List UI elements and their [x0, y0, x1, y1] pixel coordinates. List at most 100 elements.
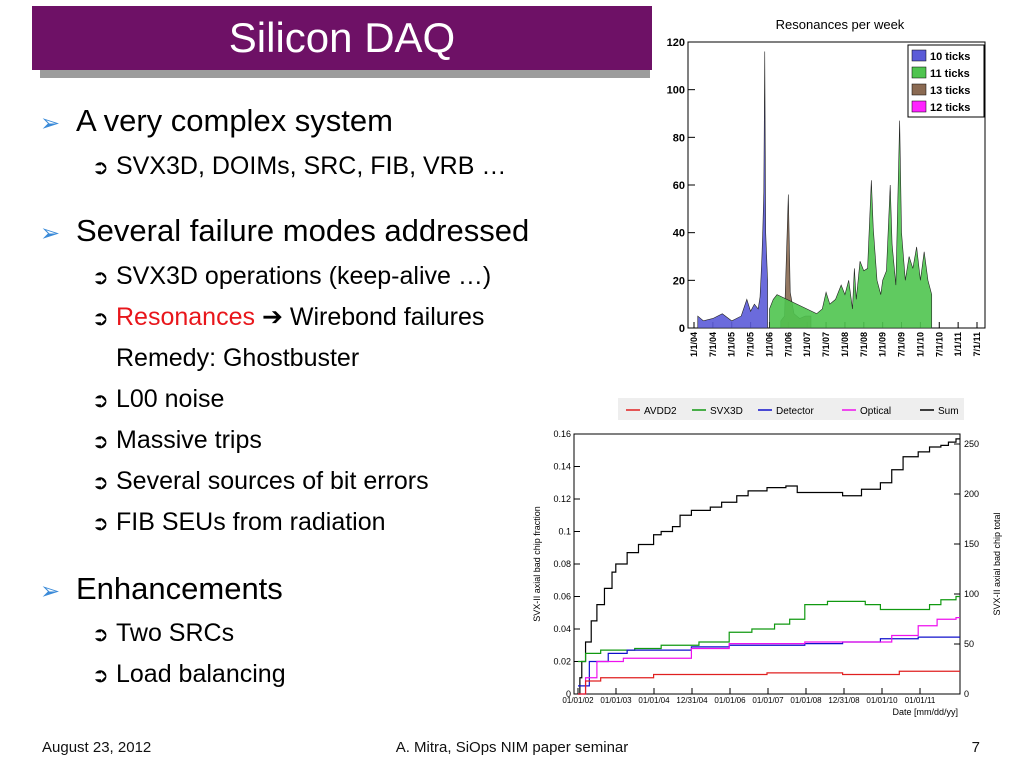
x-tick-label: 01/01/03 [600, 696, 632, 705]
y-tick-label: 0.1 [558, 527, 571, 537]
y-tick-label: 0 [566, 689, 571, 699]
legend-label: Optical [860, 406, 891, 417]
series-line-Sum [578, 438, 960, 695]
x-tick-label: 1/1/09 [878, 332, 888, 357]
y-right-tick-label: 100 [964, 589, 979, 599]
x-tick-label: 1/1/07 [802, 332, 812, 357]
x-axis-label: Date [mm/dd/yy] [892, 707, 958, 717]
y-tick-label: 0.16 [553, 429, 571, 439]
y-right-tick-label: 250 [964, 439, 979, 449]
legend-label: 11 ticks [930, 68, 970, 80]
x-tick-label: 7/1/09 [897, 332, 907, 357]
sub-bullet-arrow-icon: ➲ [92, 513, 109, 535]
legend-box [618, 398, 964, 420]
y-right-tick-label: 150 [964, 539, 979, 549]
y-right-axis-label: SVX-II axial bad chip total [992, 512, 1002, 615]
x-tick-label: 7/1/11 [972, 332, 982, 357]
sub-bullet-item: ➲ Load balancing [92, 660, 286, 688]
y-tick-label: 0.08 [553, 559, 571, 569]
footer-date: August 23, 2012 [42, 739, 152, 756]
x-tick-label: 01/01/02 [562, 696, 594, 705]
legend-swatch [911, 100, 927, 113]
bad-chip-chart: AVDD2 SVX3D Detector Optical Sum 0 0.02 0.04 0.0… [528, 396, 1016, 722]
plot-frame [573, 433, 961, 695]
x-tick-label: 01/01/10 [866, 696, 898, 705]
series-area-11-ticks [769, 120, 933, 329]
y-tick-label: 0 [679, 323, 685, 335]
y-right-tick-label: 0 [964, 689, 969, 699]
bullet-item: ➢ A very complex system [40, 104, 393, 141]
legend-label: Sum [938, 406, 959, 417]
x-tick-label: 1/1/08 [840, 332, 850, 357]
sub-bullet-item: ➲ SVX3D operations (keep-alive …) [92, 262, 492, 290]
legend-label: SVX3D [710, 406, 743, 417]
legend-label: 12 ticks [930, 102, 970, 114]
series-area-10-ticks [697, 51, 768, 329]
y-right-tick-label: 50 [964, 639, 974, 649]
x-tick-label: 01/01/08 [790, 696, 822, 705]
x-tick-label: 7/1/08 [859, 332, 869, 357]
sub-bullet-arrow-icon: ➲ [92, 157, 109, 179]
title-bar: Silicon DAQ [32, 6, 652, 70]
series-line-SVX3D [578, 595, 960, 663]
y-tick-label: 80 [673, 132, 685, 144]
sub-bullet-arrow-icon: ➲ [92, 665, 109, 687]
sub-bullet-arrow-icon: ➲ [92, 390, 109, 412]
chart-title: Resonances per week [776, 17, 905, 32]
page-number: 7 [971, 739, 980, 756]
series-line-AVDD2 [578, 670, 960, 695]
y-tick-label: 0.14 [553, 462, 571, 472]
sub-bullet-arrow-icon: ➲ [92, 472, 109, 494]
bullet-arrow-icon: ➢ [40, 578, 61, 605]
sub-bullet-arrow-icon: ➲ [92, 267, 109, 289]
footer-center: A. Mitra, SiOps NIM paper seminar [395, 739, 629, 756]
legend-label: Detector [776, 406, 814, 417]
sub-bullet-item: ➲ L00 noise [92, 385, 225, 413]
legend-label: 13 ticks [930, 85, 970, 97]
bullet-arrow-icon: ➢ [40, 220, 61, 247]
resonances-chart: Resonances per week 0 20 40 60 80 100 120 1/1/04… [655, 12, 995, 374]
sub-bullet-item: ➲ Massive trips [92, 426, 262, 454]
bad-chip-chart-svg: AVDD2 SVX3D Detector Optical Sum 0 0.02 0.04 0.0… [532, 398, 1002, 717]
x-tick-label: 7/1/07 [821, 332, 831, 357]
slide-title: Silicon DAQ [228, 14, 456, 61]
bullet-item: ➢ Several failure modes addressed [40, 214, 529, 251]
sub-bullet-item: ➲ FIB SEUs from radiation [92, 508, 386, 536]
x-tick-label: 1/1/10 [915, 332, 925, 357]
sub-bullet-arrow-icon: ➲ [92, 308, 109, 330]
legend-swatch [911, 83, 927, 96]
sub-bullet-arrow-icon: ➲ [92, 624, 109, 646]
right-arrow-icon: ➔ [261, 303, 283, 331]
legend-swatch [911, 66, 927, 79]
series-line-Optical [578, 617, 960, 695]
bullet-item: ➢ Enhancements [40, 572, 283, 609]
y-tick-label: 20 [673, 275, 685, 287]
y-right-tick-label: 200 [964, 489, 979, 499]
sub-bullet-item: ➲ SVX3D, DOIMs, SRC, FIB, VRB … [92, 152, 507, 180]
y-tick-label: 60 [673, 180, 685, 192]
x-tick-label: 1/1/05 [727, 332, 737, 357]
x-tick-label: 1/1/11 [953, 332, 963, 357]
sub-bullet-arrow-icon: ➲ [92, 431, 109, 453]
legend-label: AVDD2 [644, 406, 677, 417]
sub-bullet-item: ➲ Two SRCs [92, 619, 235, 647]
y-tick-label: 0.02 [553, 657, 571, 667]
x-tick-label: 7/1/06 [783, 332, 793, 357]
sub-bullet-item: ➲ Several sources of bit errors [92, 467, 429, 495]
y-axis-label: SVX-II axial bad chip fraction [532, 506, 542, 622]
x-tick-label: 01/01/06 [714, 696, 746, 705]
bullet-arrow-icon: ➢ [40, 110, 61, 137]
sub-bullet-item: ➲ Resonances ➔ Wirebond failures [92, 303, 485, 331]
x-tick-label: 1/1/06 [764, 332, 774, 357]
x-tick-label: 7/1/04 [708, 332, 718, 357]
x-tick-label: 01/01/04 [638, 696, 670, 705]
x-tick-label: 01/01/07 [752, 696, 784, 705]
x-tick-label: 1/1/04 [689, 332, 699, 357]
resonances-chart-svg: Resonances per week 0 20 40 60 80 100 120 1/1/04… [667, 17, 986, 357]
x-tick-label: 7/1/05 [746, 332, 756, 357]
y-tick-label: 0.04 [553, 624, 571, 634]
y-tick-label: 0.06 [553, 592, 571, 602]
y-tick-label: 40 [673, 228, 685, 240]
x-tick-label: 7/1/10 [934, 332, 944, 357]
legend-swatch [911, 49, 927, 62]
